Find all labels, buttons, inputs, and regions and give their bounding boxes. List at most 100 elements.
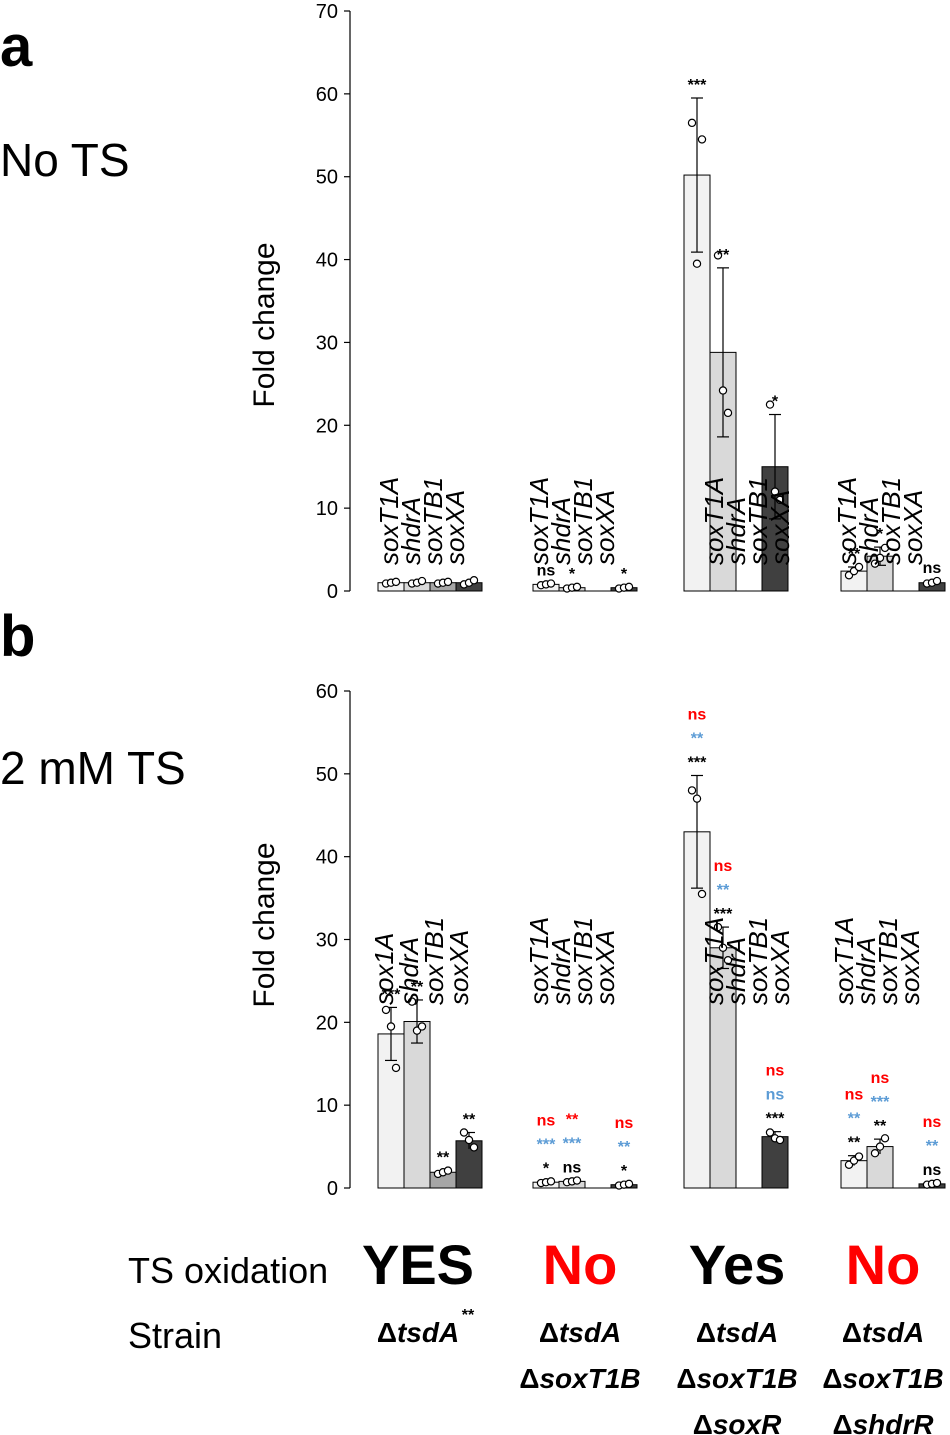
significance-label: *** [688, 77, 707, 94]
y-tick-label: 40 [316, 250, 338, 272]
data-point [723, 956, 733, 965]
significance-label: ** [926, 1138, 939, 1155]
data-point [546, 579, 556, 588]
data-point [932, 1178, 942, 1188]
data-point [417, 1022, 427, 1031]
gene-label: soxTB1 [419, 917, 449, 1005]
gene-label: shdrA [546, 497, 576, 565]
data-point [459, 1128, 469, 1137]
y-tick-label: 10 [316, 498, 338, 520]
significance-label: *** [688, 754, 707, 771]
strain-label: Strain [128, 1315, 222, 1356]
data-point [464, 1135, 474, 1145]
data-point [697, 889, 707, 899]
footer-columns: YES No Yes No ΔtsdA ΔtsdA ΔsoxT1B ΔtsdA ΔsoxT1B Δ… [362, 1233, 944, 1435]
data-point [572, 1176, 582, 1185]
y-axis-label: Fold change [248, 242, 281, 407]
gene-label: soxTB1 [568, 917, 598, 1005]
significance-label: ns [537, 563, 556, 580]
strain-line: ΔsoxR [693, 1409, 782, 1435]
y-tick-label: 20 [316, 1012, 338, 1034]
gene-label: soxTB1 [743, 477, 773, 565]
significance-label: ** [717, 882, 730, 899]
strain-line: ΔsoxT1B [519, 1363, 640, 1394]
gene-label: soxT1A [524, 477, 554, 565]
gene-label: soxT1A [699, 477, 729, 565]
gene-label: soxXA [765, 930, 795, 1005]
strain-line: ΔsoxT1B [676, 1363, 797, 1394]
y-tick-label: 30 [316, 930, 338, 952]
panel-a-letter: a [0, 14, 33, 79]
gene-label: sox1A [369, 933, 399, 1005]
y-tick-label: 30 [316, 332, 338, 354]
strain-line: ΔtsdA [842, 1317, 924, 1348]
data-point [713, 251, 723, 260]
gene-label: soxTB1 [568, 477, 598, 565]
y-tick-label: 0 [327, 581, 338, 603]
gene-label: shdrA [394, 937, 424, 1005]
gene-label: soxT1A [829, 917, 859, 1005]
y-tick-label: 10 [316, 1095, 338, 1117]
gene-label: shdrA [721, 497, 751, 565]
data-point [770, 487, 780, 496]
significance-label: ** [848, 1111, 861, 1128]
significance-label: ** [618, 1139, 631, 1156]
significance-label: ns [563, 1160, 582, 1177]
gene-label: shdrA [721, 937, 751, 1005]
significance-label: ** [411, 979, 424, 996]
y-axis-label: Fold change [248, 842, 281, 1007]
data-point [624, 1179, 634, 1189]
gene-label: soxT1A [699, 917, 729, 1005]
significance-label: * [877, 526, 884, 543]
gene-label: soxT1A [374, 477, 404, 565]
gene-label: shdrA [854, 497, 884, 565]
data-point [469, 576, 479, 585]
significance-label: *** [766, 1111, 785, 1128]
y-tick-label: 50 [316, 764, 338, 786]
significance-label: ns [688, 706, 707, 723]
data-point [718, 386, 728, 395]
data-point [692, 259, 702, 268]
ts-oxidation-value: No [846, 1233, 921, 1296]
significance-label: *** [563, 1136, 582, 1153]
strain-line: ΔtsdA [539, 1317, 621, 1348]
gene-label: shdrA [396, 497, 426, 565]
significance-label: ns [923, 1114, 942, 1131]
ts-oxidation-value: No [543, 1233, 618, 1296]
y-tick-label: 70 [316, 1, 338, 23]
strain-line: ΔsoxT1B [822, 1363, 943, 1394]
data-point [765, 1128, 775, 1137]
panel-a-condition: No TS [0, 134, 130, 186]
data-point [854, 1152, 864, 1161]
significance-label: ns [766, 1063, 785, 1080]
data-point [870, 1149, 880, 1158]
data-point [723, 408, 733, 418]
significance-label: ** [848, 546, 861, 563]
gene-label: soxXA [898, 490, 928, 565]
significance-label: ns [923, 560, 942, 577]
gene-label: soxXA [590, 490, 620, 565]
data-point [572, 582, 582, 592]
gene-label: soxXA [895, 930, 925, 1005]
data-point [880, 543, 890, 553]
ts-oxidation-value: YES [362, 1233, 474, 1296]
data-point [875, 553, 885, 563]
significance-label: ns [537, 1112, 556, 1129]
data-point [443, 577, 453, 587]
gene-label: soxXA [440, 490, 470, 565]
significance-label: ns [766, 1087, 785, 1104]
significance-label: ns [714, 858, 733, 875]
gene-label: soxXA [590, 930, 620, 1005]
data-point [775, 495, 785, 505]
significance-label: ns [845, 1087, 864, 1104]
data-point [697, 135, 707, 144]
data-point [713, 922, 723, 932]
significance-label: * [621, 1163, 628, 1180]
gene-label: soxTB1 [873, 917, 903, 1005]
data-point [875, 1142, 885, 1151]
significance-label: * [569, 566, 576, 583]
gene-label: shdrA [546, 937, 576, 1005]
gene-label: soxXA [444, 930, 474, 1005]
